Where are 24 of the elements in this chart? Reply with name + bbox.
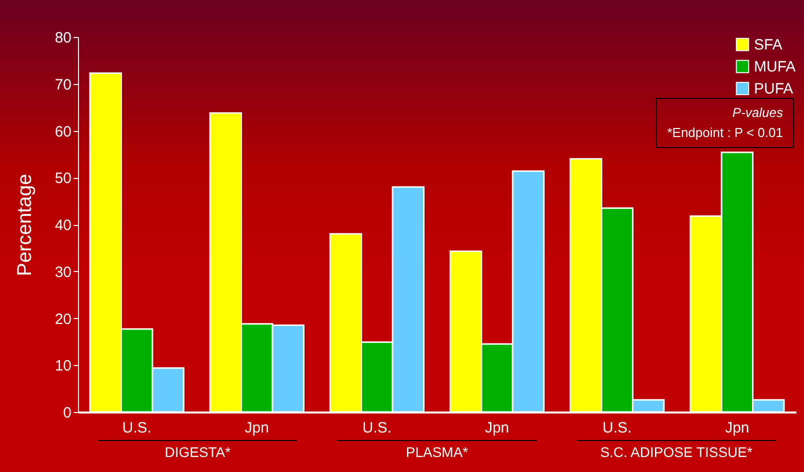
x-tick-label: U.S. [122,420,152,436]
y-tick-label: 50 [54,170,72,188]
legend-label: PUFA [754,80,794,98]
y-tick-label: 60 [54,123,72,140]
x-tick-label: Jpn [725,420,750,436]
x-tick-label: Jpn [244,420,269,436]
y-tick-label: 20 [54,310,72,328]
annotation: *Endpoint : P < 0.01 [667,124,783,142]
legend-label: SFA [754,36,782,54]
y-tick-label: 0 [63,404,72,422]
y-tick-label: 40 [54,217,72,234]
y-tick-label: 10 [54,358,72,375]
text: S.C. ADIPOSE TISSUE* [576,440,776,460]
y-axis-title: Percentage [14,174,36,276]
x-tick-label: U.S. [602,420,632,436]
annotation: P-values [731,104,783,122]
text: DIGESTA* [98,440,298,460]
x-tick-label: U.S. [362,420,392,436]
legend-label: MUFA [754,58,796,76]
y-tick-label: 80 [54,30,72,46]
y-tick-label: 30 [54,264,72,281]
y-tick-label: 70 [54,76,72,94]
text: PLASMA* [337,440,537,460]
x-tick-label: Jpn [484,420,510,436]
